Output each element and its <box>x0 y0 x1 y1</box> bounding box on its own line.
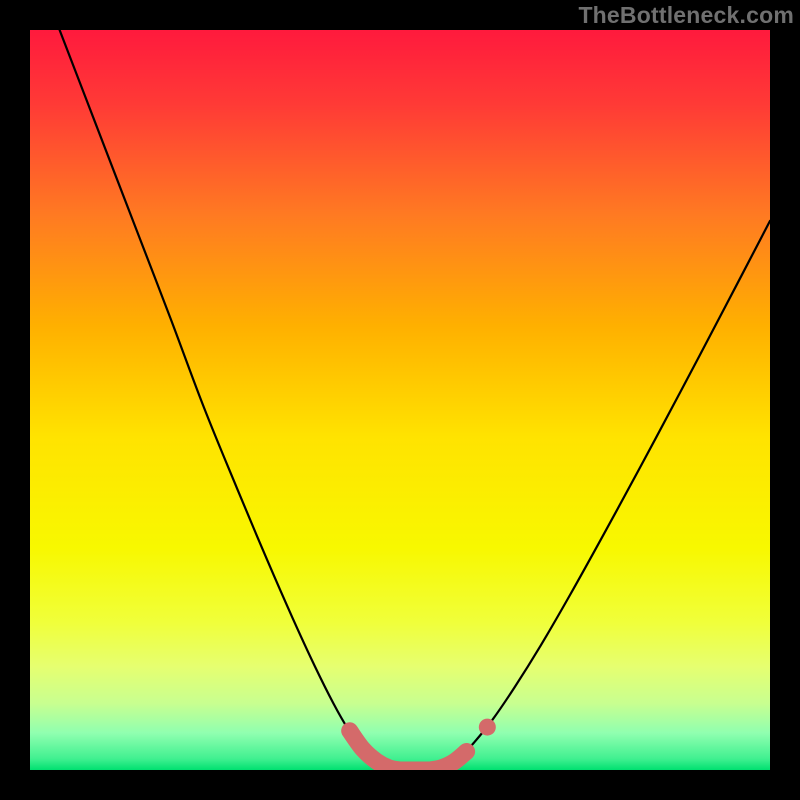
watermark-text: TheBottleneck.com <box>578 2 794 29</box>
chart-svg <box>30 30 770 770</box>
marker-dot <box>479 719 496 736</box>
gradient-background <box>30 30 770 770</box>
chart-canvas: TheBottleneck.com <box>0 0 800 800</box>
plot-area <box>30 30 770 770</box>
